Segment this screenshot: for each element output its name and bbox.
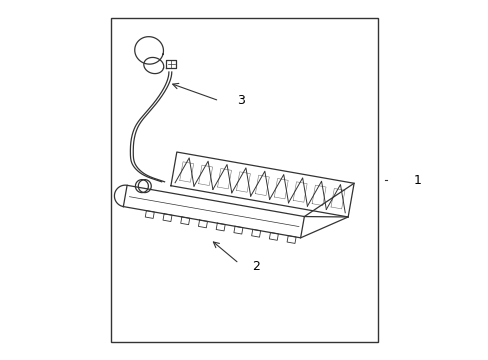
Text: 1: 1 bbox=[413, 174, 421, 186]
Bar bbox=[111, 18, 377, 342]
Text: 2: 2 bbox=[251, 260, 259, 273]
Text: 3: 3 bbox=[237, 94, 244, 107]
